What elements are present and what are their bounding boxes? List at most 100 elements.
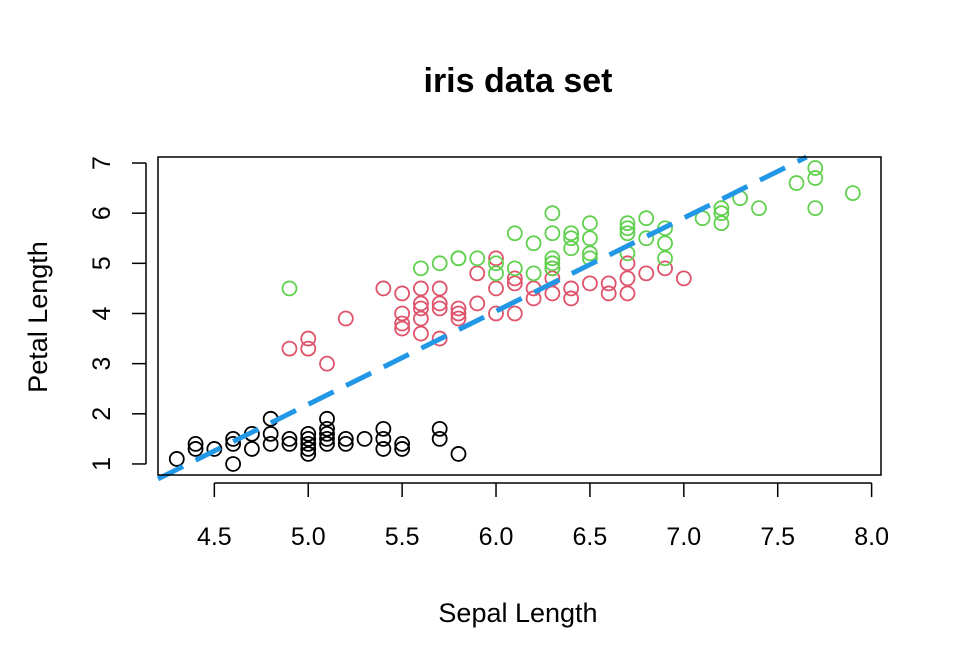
data-point-series-3	[544, 250, 561, 267]
data-point-series-1	[337, 436, 354, 452]
data-point-series-3	[619, 220, 636, 237]
plot-frame	[157, 156, 882, 476]
data-point-series-2	[431, 300, 448, 317]
data-point-series-2	[431, 280, 448, 297]
data-point-series-1	[300, 436, 317, 452]
data-point-series-2	[394, 315, 411, 332]
data-point-series-2	[375, 280, 392, 297]
data-point-series-3	[751, 200, 767, 217]
data-point-series-2	[413, 280, 429, 297]
data-point-series-1	[206, 441, 223, 457]
data-point-series-2	[638, 265, 655, 282]
data-point-series-1	[394, 436, 411, 452]
data-point-series-2	[525, 290, 542, 307]
y-tick-label: 7	[88, 156, 116, 170]
data-point-series-3	[582, 230, 598, 247]
x-axis: 4.5 5.0 5.5 6.0 6.5 7.0 7.5 8.0	[197, 482, 889, 551]
x-axis-title: Sepal Length	[438, 598, 597, 628]
data-point-series-2	[394, 320, 411, 337]
data-point-series-1	[319, 410, 335, 427]
data-point-series-1	[375, 441, 392, 457]
data-point-series-3	[506, 260, 523, 277]
data-point-series-2	[506, 305, 523, 322]
y-axis: 1 2 3 4 5 6 7	[88, 156, 147, 471]
data-point-series-3	[619, 215, 636, 232]
data-point-series-3	[807, 160, 824, 176]
data-point-series-1	[431, 430, 448, 447]
data-point-series-3	[488, 255, 504, 272]
data-point-series-3	[525, 265, 542, 282]
data-point-series-1	[375, 420, 392, 437]
data-point-series-1	[300, 441, 317, 457]
y-tick-label: 5	[88, 256, 116, 270]
data-point-series-1	[243, 441, 260, 457]
data-point-series-2	[319, 355, 335, 372]
data-point-series-2	[506, 275, 523, 292]
data-point-series-2	[413, 300, 429, 317]
data-point-series-1	[300, 425, 317, 442]
data-point-series-2	[469, 265, 486, 282]
data-point-series-1	[450, 446, 467, 462]
data-point-series-2	[337, 310, 354, 327]
data-point-series-3	[544, 205, 561, 222]
data-point-series-3	[544, 225, 561, 242]
data-point-series-1	[225, 436, 242, 452]
data-point-series-2	[431, 295, 448, 312]
data-point-series-3	[638, 210, 655, 227]
data-point-series-2	[469, 295, 486, 312]
regression-line	[156, 154, 808, 482]
data-point-series-3	[807, 170, 824, 186]
data-point-series-1	[319, 436, 335, 452]
data-point-series-3	[450, 250, 467, 267]
y-tick-label: 1	[88, 457, 116, 471]
data-point-series-2	[488, 305, 504, 322]
data-point-series-3	[563, 225, 580, 242]
data-point-series-1	[337, 430, 354, 447]
data-point-series-3	[525, 235, 542, 252]
x-tick-label: 7.5	[760, 523, 795, 551]
y-tick-label: 6	[88, 206, 116, 220]
data-point-series-1	[356, 430, 373, 447]
y-tick-label: 4	[88, 306, 116, 320]
data-point-series-2	[619, 270, 636, 287]
data-point-series-2	[450, 305, 467, 322]
data-point-series-3	[544, 255, 561, 272]
data-point-series-3	[657, 250, 673, 267]
data-point-series-2	[394, 305, 411, 322]
data-point-series-3	[713, 205, 730, 222]
data-point-series-2	[281, 340, 298, 357]
data-point-series-2	[600, 285, 617, 302]
fit-line-group	[156, 154, 808, 482]
data-point-series-3	[713, 215, 730, 232]
data-point-series-2	[488, 280, 504, 297]
y-axis-title: Petal Length	[23, 241, 53, 393]
data-point-series-3	[544, 260, 561, 277]
y-tick-label: 3	[88, 357, 116, 371]
data-point-series-3	[469, 250, 486, 267]
data-point-series-3	[563, 230, 580, 247]
x-tick-label: 4.5	[197, 523, 232, 551]
data-point-series-2	[506, 270, 523, 287]
data-point-series-1	[187, 436, 204, 452]
data-point-series-2	[619, 285, 636, 302]
chart-title: iris data set	[424, 62, 613, 100]
data-point-series-3	[657, 235, 673, 252]
data-point-series-1	[375, 430, 392, 447]
data-point-series-3	[844, 185, 861, 202]
data-point-series-2	[413, 310, 429, 327]
data-point-series-1	[262, 425, 279, 442]
data-point-series-1	[281, 436, 298, 452]
data-point-series-2	[450, 310, 467, 327]
data-point-series-1	[431, 420, 448, 437]
data-point-series-2	[619, 255, 636, 272]
data-point-series-3	[638, 230, 655, 247]
data-point-series-2	[544, 285, 561, 302]
data-point-series-2	[488, 250, 504, 267]
data-point-series-1	[319, 420, 335, 437]
data-point-series-3	[506, 225, 523, 242]
data-point-series-3	[281, 280, 298, 297]
y-tick-label: 2	[88, 407, 116, 421]
data-point-series-1	[187, 441, 204, 457]
data-point-series-1	[319, 425, 335, 442]
